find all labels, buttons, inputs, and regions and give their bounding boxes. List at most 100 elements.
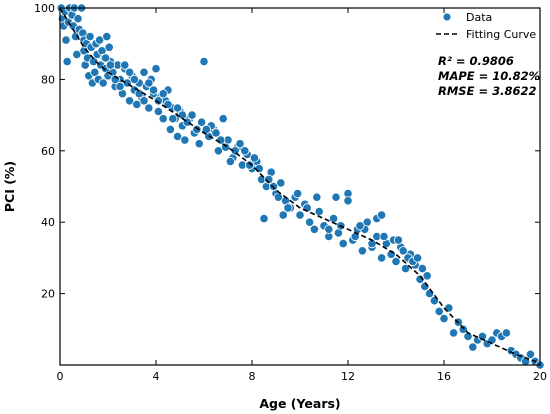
- y-tick-label: 20: [41, 288, 55, 301]
- data-point: [235, 139, 245, 149]
- legend-data-label: Data: [466, 11, 492, 24]
- data-point: [314, 206, 324, 217]
- data-point: [211, 128, 221, 138]
- data-point: [240, 146, 250, 156]
- y-tick-label: 100: [34, 2, 55, 15]
- data-point: [61, 35, 71, 45]
- data-point: [98, 78, 108, 88]
- data-point: [245, 160, 255, 170]
- data-point: [434, 306, 444, 316]
- data-point: [144, 78, 154, 88]
- data-point: [90, 67, 100, 77]
- data-point: [165, 124, 175, 134]
- axis-ticks: 0 4 8 12 16 20 20 40 60 80 100: [34, 2, 547, 383]
- data-point: [379, 231, 389, 242]
- data-point: [102, 31, 112, 42]
- data-point: [393, 235, 403, 245]
- data-point: [230, 146, 240, 156]
- data-point: [525, 349, 536, 359]
- data-point: [355, 221, 365, 231]
- data-point: [187, 110, 197, 120]
- x-tick-label: 0: [57, 370, 64, 383]
- data-point: [149, 85, 159, 95]
- data-point: [304, 217, 315, 227]
- data-point: [197, 117, 207, 127]
- data-point: [376, 253, 387, 263]
- data-point: [120, 60, 130, 70]
- data-point: [331, 192, 341, 202]
- data-point: [180, 135, 190, 145]
- x-tick-label: 4: [153, 370, 160, 383]
- data-point: [132, 99, 142, 110]
- data-point: [328, 214, 339, 224]
- x-tick-label: 8: [249, 370, 256, 383]
- y-axis-title: PCI (%): [2, 161, 17, 212]
- data-point: [273, 192, 283, 202]
- stat-mape: MAPE = 10.82%: [438, 69, 540, 83]
- data-point: [417, 263, 427, 274]
- data-point: [192, 124, 202, 134]
- data-point: [125, 67, 135, 77]
- data-point: [338, 239, 348, 249]
- data-point: [501, 328, 511, 338]
- data-point: [218, 114, 228, 124]
- legend-fit-label: Fitting Curve: [466, 28, 536, 41]
- data-point: [312, 192, 322, 202]
- data-point: [343, 196, 353, 206]
- data-point: [173, 103, 183, 113]
- data-point: [194, 139, 204, 149]
- x-axis-title: Age (Years): [259, 396, 340, 411]
- data-points: [56, 3, 545, 370]
- data-point: [168, 114, 178, 124]
- data-point: [259, 214, 269, 224]
- data-point: [400, 263, 411, 274]
- data-point: [104, 42, 114, 52]
- data-point: [249, 153, 259, 163]
- x-tick-label: 16: [437, 370, 451, 383]
- y-tick-label: 40: [41, 216, 55, 229]
- data-point: [324, 224, 334, 234]
- data-point: [153, 106, 163, 117]
- data-point: [309, 224, 319, 234]
- fit-statistics: R² = 0.9806 MAPE = 10.82% RMSE = 3.8622: [438, 54, 540, 98]
- data-point: [278, 210, 288, 220]
- stat-r-squared: R² = 0.9806: [438, 54, 514, 68]
- data-point: [398, 246, 408, 256]
- data-point: [139, 96, 149, 106]
- data-point: [95, 35, 105, 45]
- data-point: [391, 256, 401, 267]
- data-point: [158, 89, 168, 99]
- data-point: [225, 156, 235, 167]
- data-point: [151, 64, 161, 74]
- data-point: [276, 178, 286, 188]
- data-point: [105, 60, 116, 70]
- data-point: [72, 49, 82, 60]
- data-point: [144, 103, 154, 113]
- data-point: [173, 131, 183, 142]
- legend: Data Fitting Curve: [436, 11, 536, 41]
- fitting-curve-line: [59, 7, 541, 364]
- stat-rmse: RMSE = 3.8622: [438, 84, 536, 98]
- y-tick-label: 60: [41, 145, 55, 158]
- y-tick-label: 80: [41, 73, 55, 86]
- data-point: [89, 56, 99, 67]
- data-point: [129, 74, 139, 85]
- data-point: [216, 135, 226, 145]
- data-point: [153, 96, 163, 106]
- data-point: [62, 56, 72, 67]
- x-tick-label: 20: [533, 370, 547, 383]
- data-point: [439, 313, 449, 324]
- data-point: [158, 114, 168, 124]
- data-point: [357, 246, 367, 256]
- data-point: [415, 274, 425, 284]
- data-point: [101, 53, 111, 63]
- plot-frame: [59, 7, 541, 366]
- data-point: [199, 56, 209, 67]
- data-point: [468, 342, 478, 352]
- data-point: [292, 189, 303, 199]
- data-point: [139, 67, 149, 77]
- data-point: [422, 271, 432, 281]
- data-point: [213, 146, 223, 156]
- data-point: [295, 210, 305, 220]
